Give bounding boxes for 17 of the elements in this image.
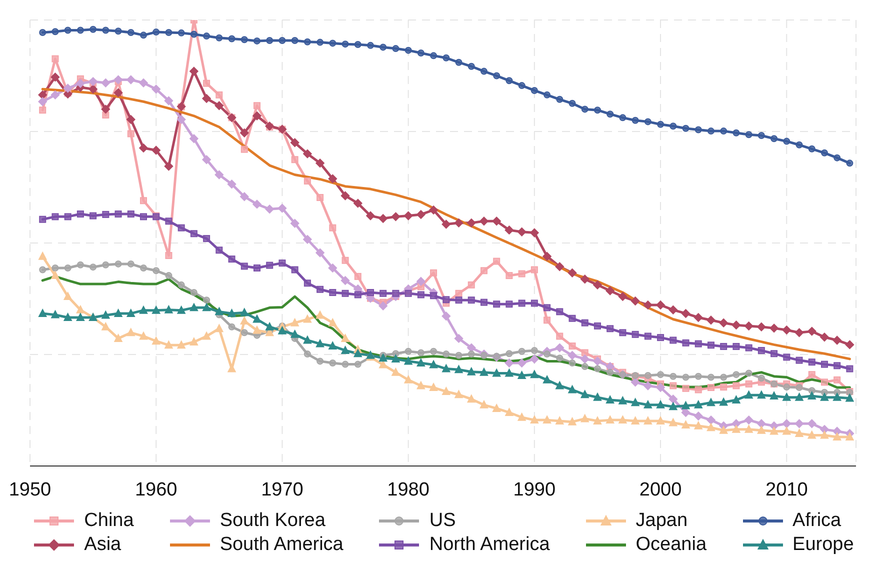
x-tick-label: 1970 bbox=[261, 479, 304, 500]
legend-label: Oceania bbox=[636, 534, 707, 556]
legend-label: Africa bbox=[792, 510, 842, 532]
legend-label: South America bbox=[220, 534, 344, 556]
legend-label: North America bbox=[429, 534, 550, 556]
x-tick-label: 2010 bbox=[766, 479, 808, 500]
legend-label: Japan bbox=[636, 510, 688, 532]
x-tick-label: 1990 bbox=[513, 479, 556, 500]
legend-label: South Korea bbox=[220, 510, 326, 532]
x-tick-label: 1980 bbox=[387, 479, 430, 500]
legend-label: Europe bbox=[792, 534, 854, 556]
x-tick-label: 1950 bbox=[8, 479, 52, 500]
legend-label: US bbox=[429, 510, 456, 532]
x-tick-label: 2000 bbox=[639, 479, 682, 500]
legend-label: China bbox=[84, 510, 134, 532]
legend-label: Asia bbox=[84, 534, 122, 556]
x-tick-label: 1960 bbox=[134, 479, 178, 500]
